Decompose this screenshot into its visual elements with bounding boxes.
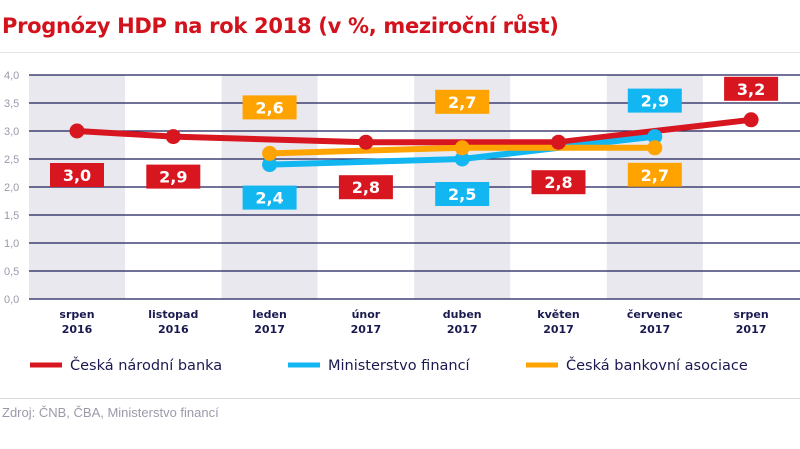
data-label-box xyxy=(724,76,779,101)
data-point xyxy=(69,123,85,139)
data-point xyxy=(454,140,470,156)
data-label-box xyxy=(146,164,201,189)
y-tick-label: 2,0 xyxy=(4,182,19,194)
x-tick-label: květen xyxy=(537,308,580,321)
y-tick-label: 0,0 xyxy=(4,294,19,306)
x-tick-label: 2016 xyxy=(158,323,189,336)
legend-label: Ministerstvo financí xyxy=(328,358,471,374)
legend-label: Česká národní banka xyxy=(70,356,222,374)
data-label: 2,7 xyxy=(641,166,669,185)
data-label: 3,2 xyxy=(737,80,765,99)
chart-title: Prognózy HDP na rok 2018 (v %, meziroční… xyxy=(2,14,559,38)
x-tick-label: 2017 xyxy=(543,323,574,336)
data-label: 3,0 xyxy=(63,166,91,185)
source-divider xyxy=(0,398,800,399)
data-point xyxy=(165,129,181,145)
data-label: 2,9 xyxy=(159,168,187,187)
data-point xyxy=(262,157,278,173)
data-label-box xyxy=(50,163,104,187)
data-label: 2,6 xyxy=(255,98,283,117)
line-chart: 0,0 0,5 1,0 1,5 2,0 2,5 3,0 3,5 4,0 srpen 2016 list… xyxy=(4,70,800,374)
data-label: 2,5 xyxy=(448,185,476,204)
y-tick-label: 2,5 xyxy=(4,154,19,166)
data-point xyxy=(647,129,663,145)
data-point xyxy=(647,140,663,156)
x-tick-label: 2017 xyxy=(351,323,382,336)
data-point xyxy=(454,151,470,167)
legend-label: Česká bankovní asociace xyxy=(566,356,748,374)
data-point xyxy=(358,134,374,150)
y-tick-label: 0,5 xyxy=(4,266,19,278)
data-label-box xyxy=(435,182,490,206)
x-tick-label: únor xyxy=(352,308,381,321)
y-tick-label: 3,0 xyxy=(4,126,19,138)
data-label: 2,8 xyxy=(544,173,572,192)
data-label: 2,9 xyxy=(641,92,669,111)
data-label-box xyxy=(242,95,297,120)
y-tick-label: 1,5 xyxy=(4,210,19,222)
x-tick-label: 2016 xyxy=(62,323,93,336)
data-point xyxy=(551,134,566,150)
y-tick-label: 3,5 xyxy=(4,98,19,110)
x-tick-label: srpen xyxy=(734,308,769,321)
data-label-box xyxy=(242,185,297,210)
source-note: Zdroj: ČNB, ČBA, Ministerstvo financí xyxy=(2,405,219,420)
data-label-box xyxy=(627,162,682,187)
y-tick-label: 1,0 xyxy=(4,238,19,250)
x-tick-label: srpen xyxy=(59,308,94,321)
x-tick-label: 2017 xyxy=(639,323,670,336)
x-tick-label: duben xyxy=(443,308,482,321)
x-tick-label: listopad xyxy=(148,308,198,321)
data-label-box xyxy=(435,89,490,114)
x-tick-label: 2017 xyxy=(447,323,478,336)
data-label-box xyxy=(338,175,393,200)
data-label-box xyxy=(627,88,682,113)
data-label-box xyxy=(531,170,586,195)
data-label: 2,8 xyxy=(352,178,380,197)
y-tick-label: 4,0 xyxy=(4,70,19,82)
data-label: 2,7 xyxy=(448,93,476,112)
x-tick-label: 2017 xyxy=(736,323,767,336)
data-label: 2,4 xyxy=(255,189,283,208)
x-tick-label: červenec xyxy=(627,308,683,321)
title-divider xyxy=(0,52,800,53)
data-point xyxy=(743,112,759,128)
x-tick-label: leden xyxy=(252,308,286,321)
data-point xyxy=(262,145,278,161)
x-tick-label: 2017 xyxy=(254,323,285,336)
